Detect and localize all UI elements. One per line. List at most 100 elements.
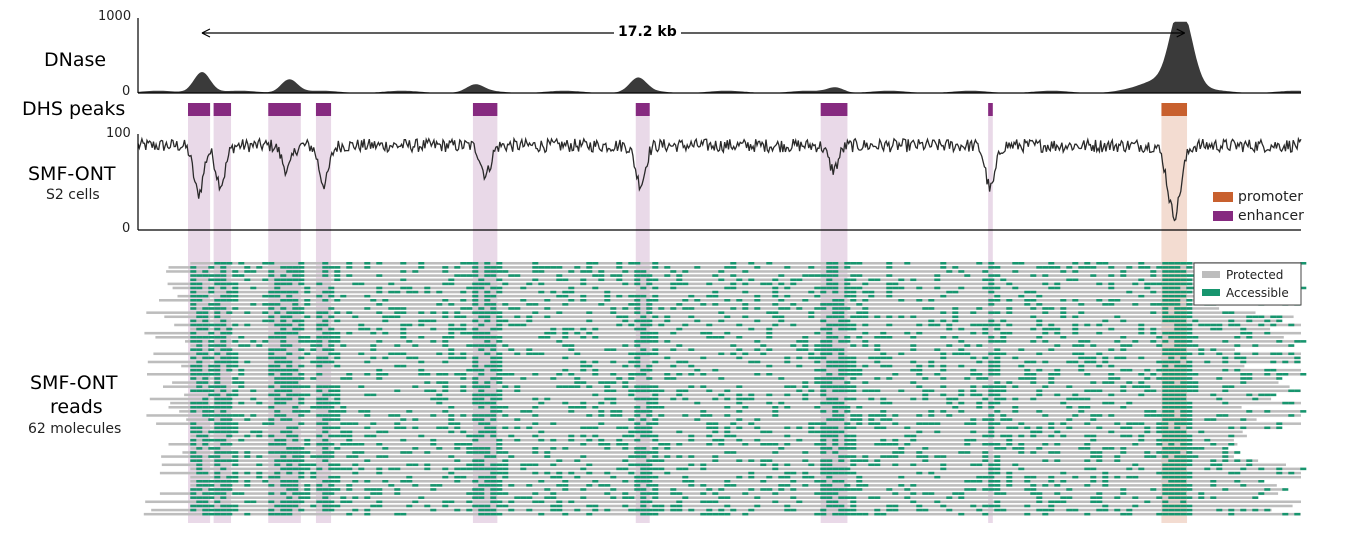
read-9-accessible-segment xyxy=(190,299,197,302)
read-38-accessible-segment xyxy=(1162,418,1169,421)
read-9-accessible-segment xyxy=(1024,299,1031,302)
legend-promoter-label: promoter xyxy=(1238,189,1303,205)
read-18-accessible-segment xyxy=(712,336,719,339)
read-52-accessible-segment xyxy=(268,475,275,479)
read-55-accessible-segment xyxy=(478,488,485,491)
read-1-accessible-segment xyxy=(1174,266,1181,269)
read-35-accessible-segment xyxy=(496,406,503,409)
read-17-accessible-segment xyxy=(1174,331,1181,335)
read-37-accessible-segment xyxy=(1186,414,1193,417)
read-3-accessible-segment xyxy=(634,274,641,277)
read-7-accessible-segment xyxy=(1162,290,1169,294)
read-45-accessible-segment xyxy=(562,447,569,450)
read-19-accessible-segment xyxy=(1114,340,1121,343)
read-60-accessible-segment xyxy=(640,508,647,512)
read-3-accessible-segment xyxy=(856,274,863,277)
read-33-accessible-segment xyxy=(1012,397,1019,401)
read-43-accessible-segment xyxy=(496,438,503,442)
read-46-accessible-segment xyxy=(1144,451,1151,454)
read-28-accessible-segment xyxy=(202,377,209,380)
read-23 xyxy=(190,356,1301,360)
read-20-accessible-segment xyxy=(814,344,821,347)
read-28-accessible-segment xyxy=(838,377,845,380)
read-58-accessible-segment xyxy=(466,500,473,504)
read-44-accessible-segment xyxy=(820,443,827,446)
read-15-accessible-segment xyxy=(1186,323,1193,327)
read-0 xyxy=(190,262,1301,265)
read-61-accessible-segment xyxy=(712,512,719,516)
read-52-accessible-segment xyxy=(1132,475,1139,479)
read-23-accessible-segment xyxy=(784,356,791,360)
read-9-accessible-segment xyxy=(286,299,293,302)
read-25-accessible-segment xyxy=(496,364,503,368)
read-19-accessible-segment xyxy=(1078,340,1085,343)
read-1-accessible-segment xyxy=(346,266,353,269)
read-31-accessible-segment xyxy=(208,389,215,393)
read-37-accessible-segment xyxy=(706,414,713,417)
read-54-accessible-segment xyxy=(1054,484,1061,487)
read-12-accessible-segment xyxy=(1060,311,1067,314)
read-54-accessible-segment xyxy=(1042,484,1049,487)
read-10-accessible-segment xyxy=(448,303,455,306)
read-17-accessible-segment xyxy=(478,331,485,335)
read-35-accessible-segment xyxy=(568,406,575,409)
read-48-accessible-segment xyxy=(214,459,221,462)
read-36-accessible-segment xyxy=(358,410,365,413)
read-46-accessible-segment xyxy=(652,451,659,454)
read-60-accessible-segment xyxy=(976,508,983,512)
read-30-accessible-segment xyxy=(640,385,647,388)
read-28-accessible-segment xyxy=(214,377,221,380)
read-61-accessible-segment xyxy=(1180,512,1187,516)
read-0-accessible-segment xyxy=(364,262,371,265)
read-31-accessible-segment xyxy=(604,389,611,393)
read-28-accessible-segment xyxy=(814,377,821,380)
read-46-accessible-segment xyxy=(1156,451,1163,454)
read-54-accessible-segment xyxy=(802,484,809,487)
read-49-accessible-segment xyxy=(994,463,1001,467)
read-61-accessible-segment xyxy=(1120,512,1127,516)
read-50-accessible-segment xyxy=(682,467,689,471)
read-56-accessible-segment xyxy=(1120,492,1127,495)
read-49-accessible-segment xyxy=(892,463,899,467)
read-24-accessible-segment xyxy=(832,360,839,364)
read-45-accessible-segment xyxy=(472,447,479,450)
read-10-accessible-segment xyxy=(214,303,221,306)
read-55-accessible-segment xyxy=(886,488,893,491)
reads-track-label-line2: reads xyxy=(50,396,103,418)
read-60-accessible-segment xyxy=(1114,508,1121,512)
read-54-accessible-segment xyxy=(484,484,491,487)
read-18-accessible-segment xyxy=(640,336,647,339)
read-16-accessible-segment xyxy=(1216,327,1223,331)
read-13-accessible-segment xyxy=(496,315,503,319)
read-16-accessible-segment xyxy=(448,327,455,331)
read-15-accessible-segment xyxy=(1084,323,1091,327)
read-1-accessible-segment xyxy=(1162,266,1169,269)
read-17-accessible-segment xyxy=(970,331,977,335)
read-34-accessible-segment xyxy=(202,401,209,405)
read-25-accessible-segment xyxy=(490,364,497,368)
read-47-accessible-segment xyxy=(1222,455,1229,458)
read-31-accessible-segment xyxy=(1180,389,1187,393)
span-arrow xyxy=(201,28,1185,38)
read-34-accessible-segment xyxy=(694,401,701,405)
read-17-accessible-segment xyxy=(1246,331,1253,335)
read-59-accessible-segment xyxy=(838,504,845,508)
read-27-accessible-segment xyxy=(298,373,305,376)
read-15-accessible-segment xyxy=(244,323,251,327)
read-47-accessible-segment xyxy=(850,455,857,458)
read-20-accessible-segment xyxy=(964,344,971,347)
read-30-accessible-segment xyxy=(646,385,653,388)
read-3-accessible-segment xyxy=(730,274,737,277)
read-22-accessible-segment xyxy=(1036,352,1043,356)
read-39-accessible-segment xyxy=(1186,422,1193,425)
read-44-accessible-segment xyxy=(1054,443,1061,446)
read-32-accessible-segment xyxy=(496,393,503,397)
read-28-accessible-segment xyxy=(1180,377,1187,380)
read-25-accessible-segment xyxy=(646,364,653,368)
read-37-accessible-segment xyxy=(1180,414,1187,417)
read-24-accessible-segment xyxy=(874,360,881,364)
read-34-accessible-segment xyxy=(610,401,617,405)
read-19-accessible-segment xyxy=(1042,340,1049,343)
read-36-accessible-segment xyxy=(1078,410,1085,413)
read-12-accessible-segment xyxy=(274,311,281,314)
